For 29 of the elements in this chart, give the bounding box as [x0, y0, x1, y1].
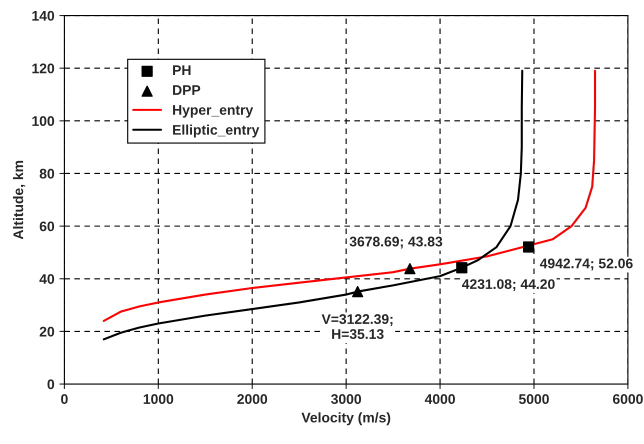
y-axis-title: Altitude, km	[13, 160, 26, 240]
legend-label: Hyper_entry	[173, 105, 254, 118]
annotation: 3678.69; 43.83	[350, 236, 442, 249]
annotation: 4942.74; 52.06	[540, 258, 633, 270]
point	[404, 263, 416, 274]
legend-label: Elliptic_entry	[173, 124, 260, 138]
y-tick-label: 100	[32, 116, 54, 126]
y-tick-label: 0	[48, 379, 54, 390]
y-tick-label: 140	[32, 10, 54, 21]
legend-label: PH	[173, 65, 190, 75]
y-tick-label: 80	[40, 168, 54, 179]
annotation: V=3122.39; H=35.13	[322, 314, 392, 339]
y-tick-label: 40	[39, 274, 54, 284]
x-tick-label: 1000	[144, 394, 174, 404]
x-tick-label: 5000	[518, 394, 549, 404]
y-tick-label: 60	[40, 221, 54, 232]
x-tick-label: 3000	[331, 394, 362, 404]
x-tick-label: 0	[61, 394, 68, 404]
y-tick-label: 120	[32, 64, 54, 74]
y-tick-label: 20	[40, 326, 54, 337]
x-axis-title: Velocity (m/s)	[301, 412, 390, 426]
annotation: 4231.08; 44.20	[462, 279, 555, 292]
x-tick-label: 2000	[237, 394, 268, 404]
point	[456, 262, 468, 274]
point	[523, 241, 534, 253]
x-tick-label: 6000	[612, 394, 643, 404]
legend-label: DPP	[173, 85, 200, 95]
x-tick-label: 4000	[424, 394, 455, 404]
point	[352, 286, 364, 298]
